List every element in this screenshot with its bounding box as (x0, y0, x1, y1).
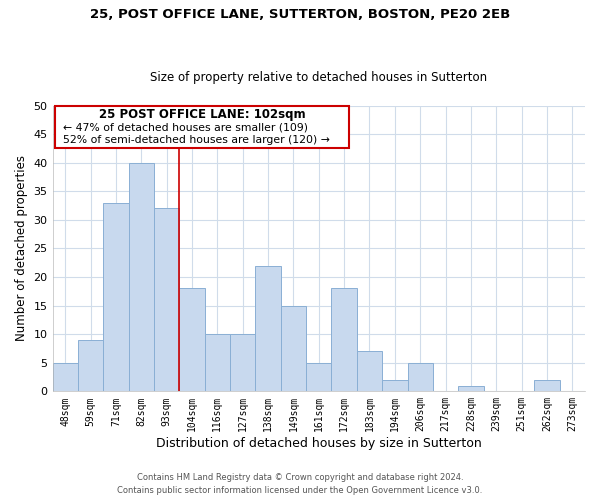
Text: 25, POST OFFICE LANE, SUTTERTON, BOSTON, PE20 2EB: 25, POST OFFICE LANE, SUTTERTON, BOSTON,… (90, 8, 510, 20)
Bar (230, 334, 256, 392)
Bar (382, 380, 407, 392)
Bar (357, 352, 382, 392)
Bar (78, 340, 103, 392)
Bar (306, 362, 331, 392)
Bar (407, 362, 433, 392)
Bar (205, 334, 230, 392)
Bar (179, 288, 205, 392)
Y-axis label: Number of detached properties: Number of detached properties (15, 156, 28, 342)
Bar (281, 306, 306, 392)
Title: Size of property relative to detached houses in Sutterton: Size of property relative to detached ho… (150, 70, 487, 84)
Text: ← 47% of detached houses are smaller (109): ← 47% of detached houses are smaller (10… (62, 122, 308, 132)
Bar (256, 266, 281, 392)
Text: Contains HM Land Registry data © Crown copyright and database right 2024.
Contai: Contains HM Land Registry data © Crown c… (118, 474, 482, 495)
Bar (458, 386, 484, 392)
Bar (534, 380, 560, 392)
Bar (55, 106, 349, 148)
Text: 52% of semi-detached houses are larger (120) →: 52% of semi-detached houses are larger (… (62, 135, 329, 145)
Bar (103, 202, 128, 392)
Text: 25 POST OFFICE LANE: 102sqm: 25 POST OFFICE LANE: 102sqm (99, 108, 305, 120)
Bar (331, 288, 357, 392)
X-axis label: Distribution of detached houses by size in Sutterton: Distribution of detached houses by size … (156, 437, 482, 450)
Bar (128, 162, 154, 392)
Bar (53, 362, 78, 392)
Bar (154, 208, 179, 392)
